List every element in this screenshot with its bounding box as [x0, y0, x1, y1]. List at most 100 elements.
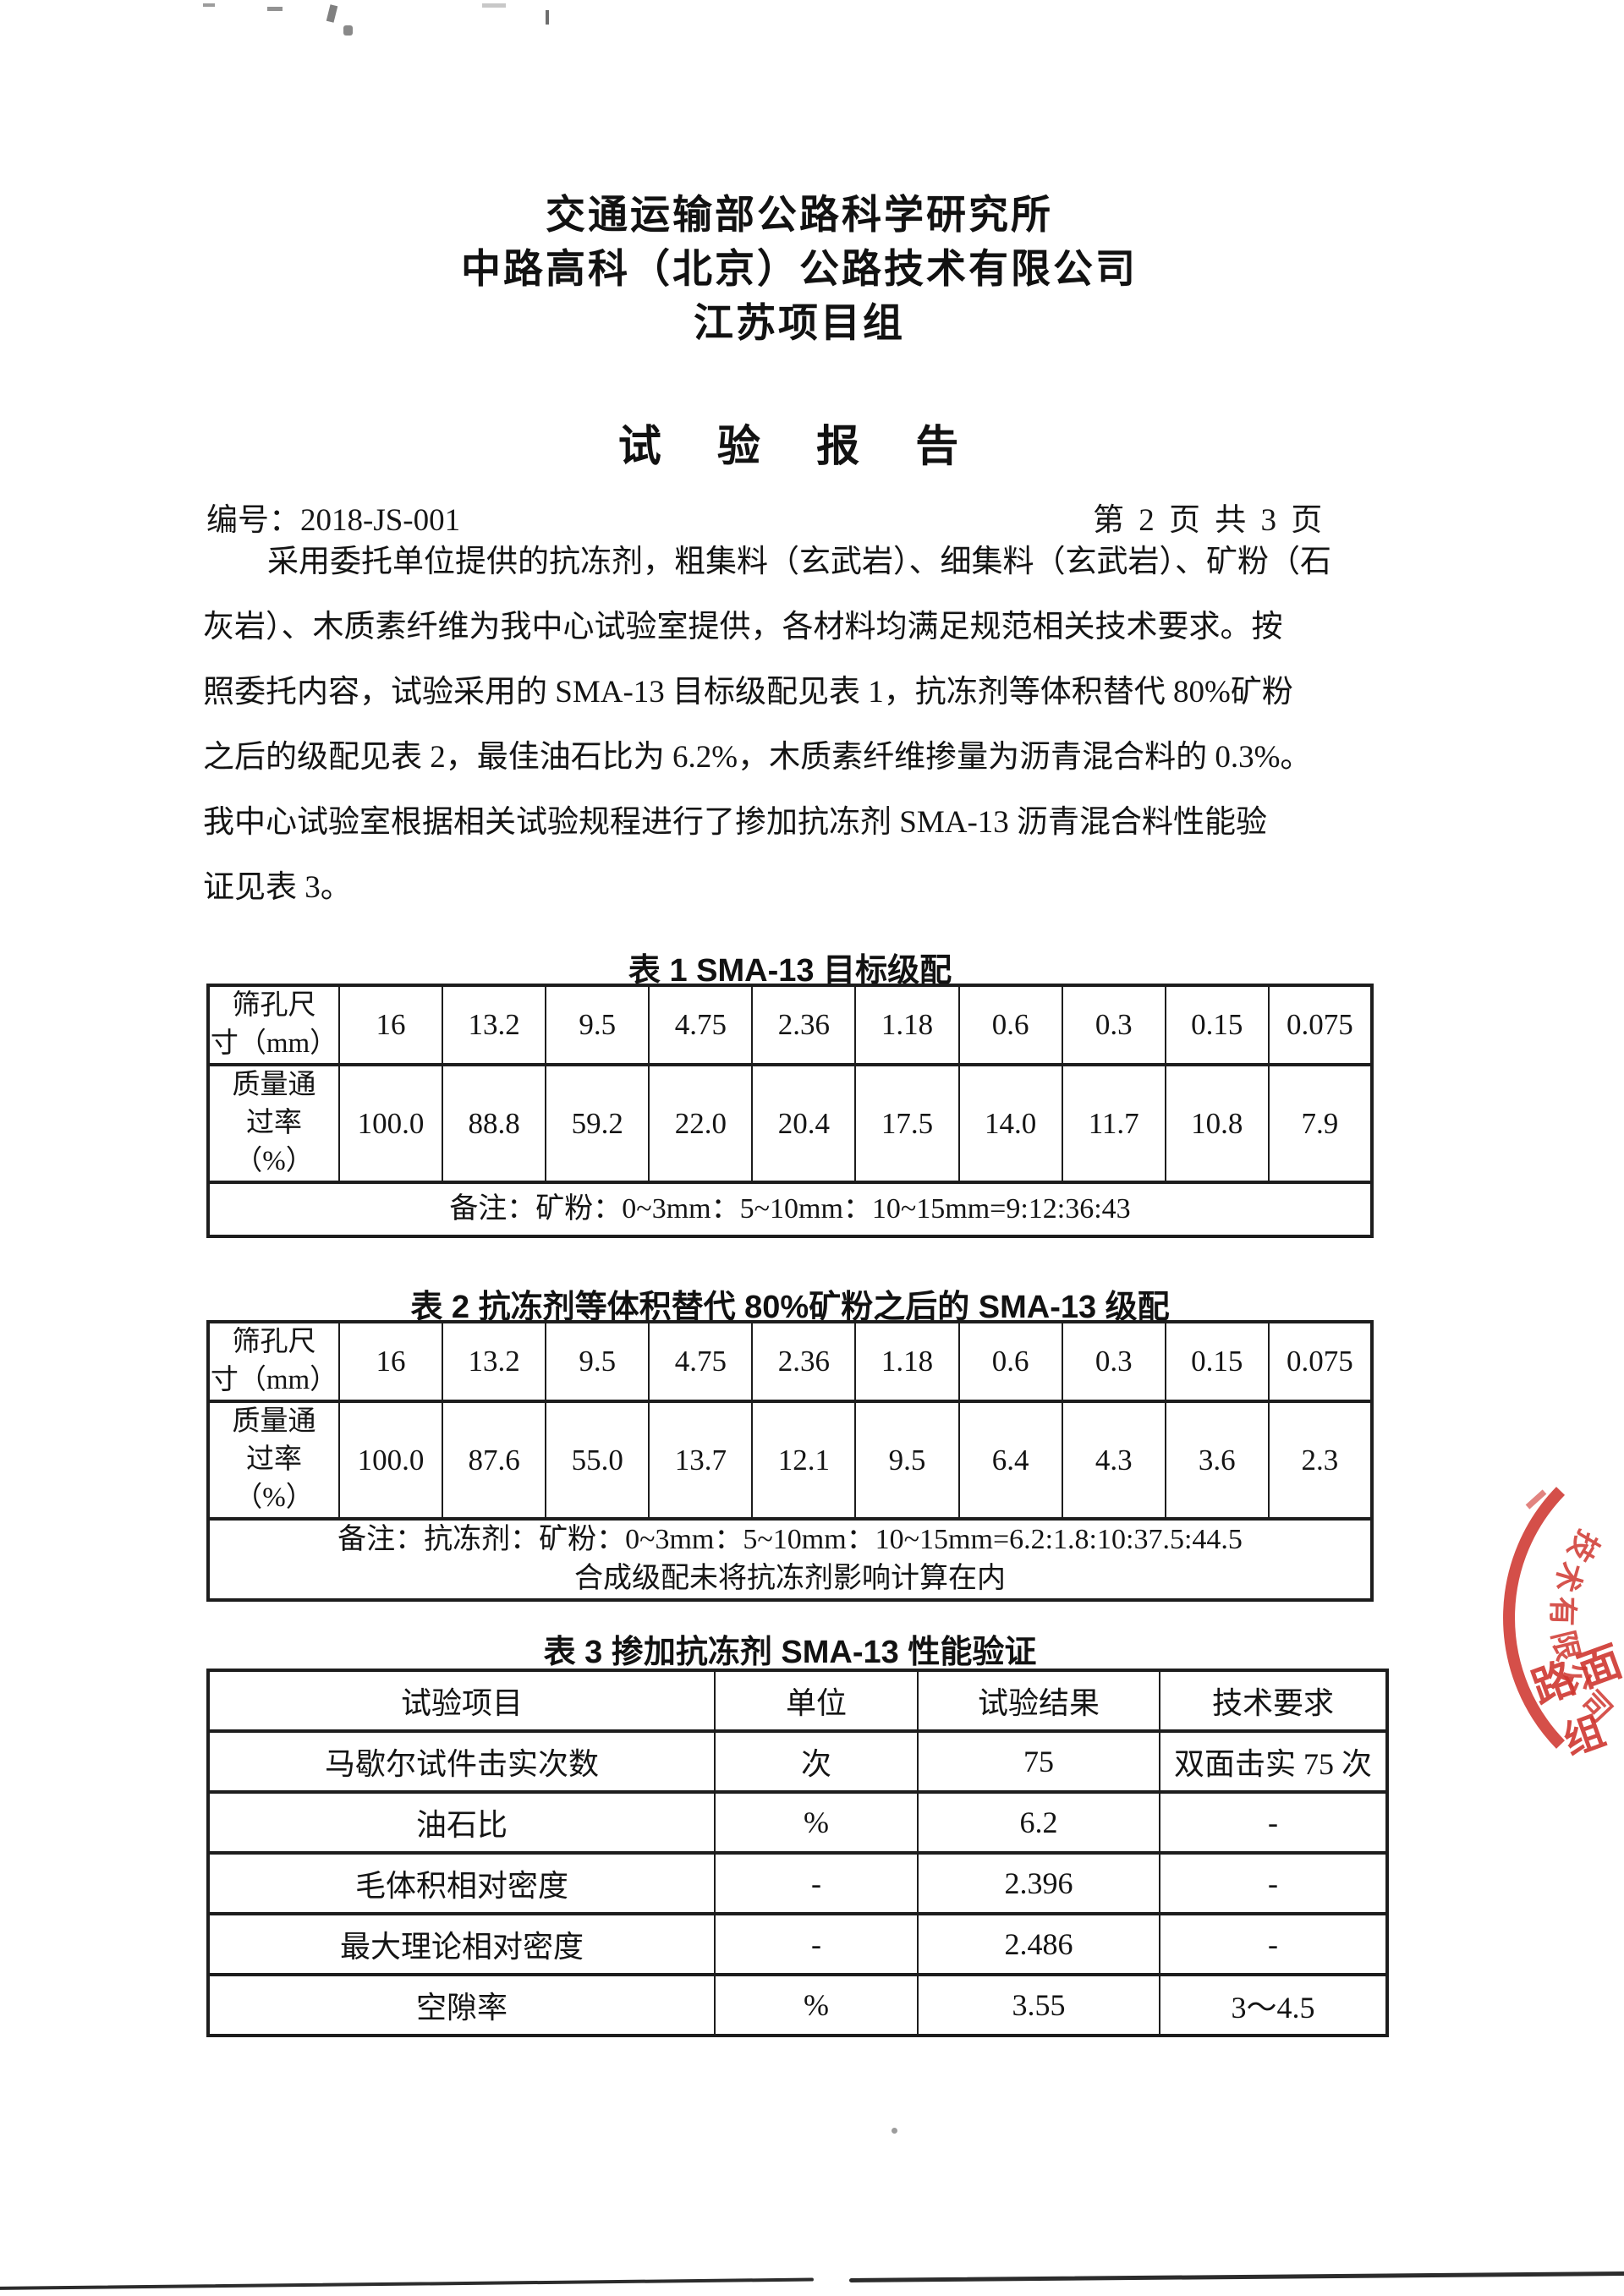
organization-name-line1: 交通运输部公路科学研究所	[546, 192, 1053, 237]
table-cell: 4.3	[1061, 1400, 1166, 1521]
table-cell: 1.18	[854, 1320, 960, 1403]
table-cell: 100.0	[337, 1063, 444, 1184]
passing-rate-row: 质量通 过率 （%） 100.0 88.8 59.2 22.0 20.4 17.5 14.0 1…	[207, 1063, 1374, 1184]
scan-artifact	[267, 7, 283, 11]
table-cell: 3.55	[917, 1973, 1160, 2037]
scan-artifact-bottom-line	[848, 2271, 1624, 2282]
table-cell: 4.75	[648, 984, 754, 1066]
table-cell: 1.18	[854, 984, 960, 1066]
report-title: 试 验 报 告	[617, 422, 981, 470]
table-cell: 9.5	[545, 1320, 650, 1403]
table-cell: 88.8	[442, 1063, 547, 1184]
table-cell: 0.3	[1061, 1320, 1166, 1403]
table-cell: 3.6	[1164, 1400, 1270, 1521]
header-row: 试验项目 单位 试验结果 技术要求	[207, 1669, 1388, 1733]
table-row: 毛体积相对密度 -2.396-	[207, 1851, 1388, 1915]
table-cell: 油石比	[207, 1790, 716, 1855]
table-1-target-gradation: 筛孔尺 寸（mm） 16 13.2 9.5 4.75 2.36 1.18 0.6 0.3 0.15…	[206, 984, 1374, 1238]
organization-name-line2: 中路高科（北京）公路技术有限公司	[461, 246, 1138, 291]
table-cell: %	[714, 1790, 919, 1855]
report-body-paragraph: 采用委托单位提供的抗冻剂，粗集料（玄武岩）、细集料（玄武岩）、矿粉（石 灰岩）、…	[203, 545, 1331, 905]
table-row: 油石比% 6.2-	[207, 1790, 1388, 1855]
table-cell: 2.486	[917, 1912, 1160, 1976]
table-cell: 12.1	[751, 1400, 857, 1521]
table-cell: 3～4.5	[1159, 1973, 1388, 2037]
table-cell: 双面击实 75 次	[1159, 1729, 1388, 1794]
column-header: 单位	[714, 1669, 919, 1733]
table-cell: 2.36	[751, 984, 857, 1066]
table-cell: 备注：矿粉：0~3mm：5~10mm：10~15mm=9:12:36:43	[207, 1181, 1373, 1238]
table-cell: 7.9	[1267, 1063, 1374, 1184]
table-cell: -	[714, 1851, 919, 1915]
table-cell: 16	[337, 984, 444, 1066]
table-cell: 9.5	[854, 1400, 960, 1521]
stamp-arc	[1503, 1487, 1566, 1749]
table-cell: 6.2	[917, 1790, 1160, 1855]
stamp-stroke-fragment	[1525, 1489, 1547, 1510]
table-cell: -	[1159, 1851, 1388, 1915]
scan-artifact	[343, 25, 353, 36]
table-cell: 55.0	[545, 1400, 650, 1521]
table-2-replaced-gradation: 筛孔尺 寸（mm） 16 13.2 9.5 4.75 2.36 1.18 0.6 0.3 0.15…	[206, 1320, 1374, 1602]
scan-artifact	[546, 10, 549, 25]
table-cell: 16	[337, 1320, 444, 1403]
table-cell: 筛孔尺 寸（mm）	[207, 1320, 340, 1403]
table-cell: 次	[714, 1729, 919, 1794]
table-cell: -	[1159, 1912, 1388, 1976]
table-cell: 0.15	[1164, 984, 1270, 1066]
report-number: 编号：2018-JS-001	[206, 503, 461, 538]
table-cell: 毛体积相对密度	[207, 1851, 716, 1915]
table-row: 最大理论相对密度 -2.486-	[207, 1912, 1388, 1976]
table-cell: 0.6	[957, 1320, 1063, 1403]
table-row: 空隙率% 3.55 3～4.5	[207, 1973, 1388, 2037]
table-cell: 0.3	[1061, 984, 1166, 1066]
table-cell: 10.8	[1164, 1063, 1270, 1184]
table-cell: 质量通 过率 （%）	[207, 1400, 340, 1521]
table-cell: 13.2	[442, 1320, 547, 1403]
table-cell: -	[1159, 1790, 1388, 1855]
table-3-title: 表 3 掺加抗冻剂 SMA-13 性能验证	[543, 1635, 1037, 1670]
table-cell: 13.7	[648, 1400, 754, 1521]
scan-artifact	[326, 4, 338, 23]
table-cell: 13.2	[442, 984, 547, 1066]
sieve-size-row: 筛孔尺 寸（mm） 16 13.2 9.5 4.75 2.36 1.18 0.6 0.3 0.15…	[207, 984, 1374, 1066]
table-cell: 质量通 过率 （%）	[207, 1063, 340, 1184]
passing-rate-row: 质量通 过率 （%） 100.0 87.6 55.0 13.7 12.1 9.5 6.4 4.3…	[207, 1400, 1374, 1521]
column-header: 试验项目	[207, 1669, 716, 1733]
table-cell: 2.36	[751, 1320, 857, 1403]
table-cell: 20.4	[751, 1063, 857, 1184]
table-cell: 马歇尔试件击实次数	[207, 1729, 716, 1794]
table-cell: 2.396	[917, 1851, 1160, 1915]
table-2-title: 表 2 抗冻剂等体积替代 80%矿粉之后的 SMA-13 级配	[410, 1290, 1170, 1325]
table-cell: 100.0	[337, 1400, 444, 1521]
table-cell: 0.15	[1164, 1320, 1270, 1403]
table-cell: 22.0	[648, 1063, 754, 1184]
table-cell: 9.5	[545, 984, 650, 1066]
table-cell: 筛孔尺 寸（mm）	[207, 984, 340, 1066]
table-cell: 17.5	[854, 1063, 960, 1184]
column-header: 试验结果	[917, 1669, 1160, 1733]
table-cell: 备注：抗冻剂：矿粉：0~3mm：5~10mm：10~15mm=6.2:1.8:1…	[207, 1517, 1373, 1602]
red-stamp: 技术有限公司 路面 组	[1503, 1487, 1624, 1764]
scan-artifact-bottom-line	[0, 2277, 814, 2290]
table-cell: 14.0	[957, 1063, 1063, 1184]
table-3-performance-verification: 试验项目 单位 试验结果 技术要求 马歇尔试件击实次数次 75 双面击实 75 次油石比% 6…	[206, 1669, 1389, 2037]
table-1-title: 表 1 SMA-13 目标级配	[628, 953, 952, 989]
table-cell: 空隙率	[207, 1973, 716, 2037]
scan-artifact	[892, 2128, 897, 2134]
column-header: 技术要求	[1159, 1669, 1388, 1733]
table-cell: %	[714, 1973, 919, 2037]
organization-name-line3: 江苏项目组	[694, 300, 905, 345]
table-cell: 4.75	[648, 1320, 754, 1403]
table-cell: 75	[917, 1729, 1160, 1794]
table-cell: 6.4	[957, 1400, 1063, 1521]
table-cell: 2.3	[1267, 1400, 1374, 1521]
table-cell: 87.6	[442, 1400, 547, 1521]
table-cell: 11.7	[1061, 1063, 1166, 1184]
remark-row: 备注：矿粉：0~3mm：5~10mm：10~15mm=9:12:36:43	[207, 1181, 1373, 1238]
scan-artifact	[203, 3, 215, 7]
table-row: 马歇尔试件击实次数次 75 双面击实 75 次	[207, 1729, 1388, 1794]
remark-row: 备注：抗冻剂：矿粉：0~3mm：5~10mm：10~15mm=6.2:1.8:1…	[207, 1517, 1373, 1602]
page-indicator: 第 2 页 共 3 页	[1093, 503, 1326, 538]
